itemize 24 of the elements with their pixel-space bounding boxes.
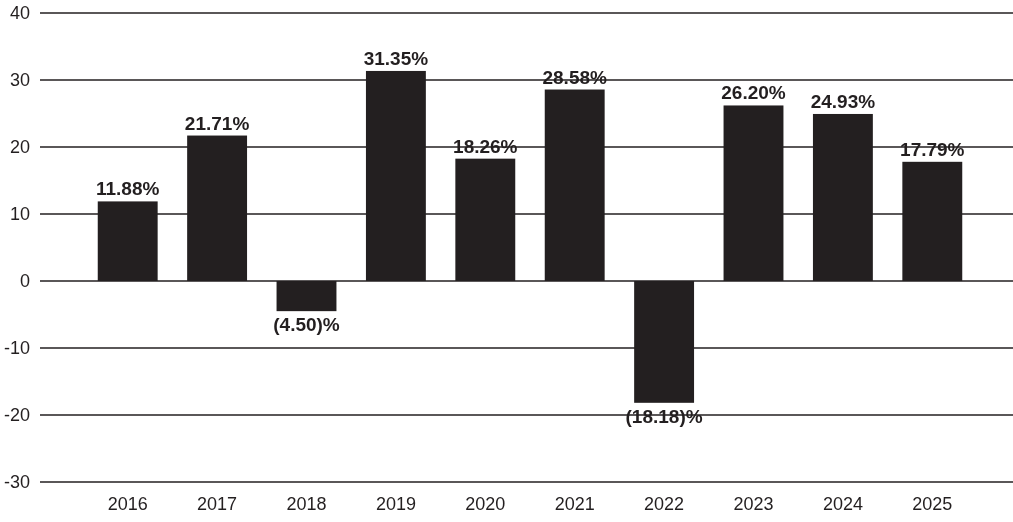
data-label: 31.35% <box>363 47 429 69</box>
y-tick-label: -30 <box>3 472 30 492</box>
y-tick-label: 30 <box>9 70 30 90</box>
y-tick-label: 0 <box>19 271 30 291</box>
x-tick-label: 2018 <box>286 494 327 514</box>
y-tick-label: -10 <box>3 338 30 358</box>
y-tick-label: 20 <box>9 137 30 157</box>
y-tick-label: -20 <box>3 405 30 425</box>
x-tick-label: 2022 <box>644 494 685 514</box>
data-label: 11.88% <box>96 178 160 200</box>
y-tick-label: 10 <box>9 204 30 224</box>
x-tick-label: 2019 <box>375 494 416 514</box>
x-tick-label: 2021 <box>554 494 595 514</box>
x-tick-label: 2024 <box>822 494 863 514</box>
data-label: 21.71% <box>184 112 250 134</box>
x-tick-label: 2016 <box>107 494 148 514</box>
x-tick-label: 2023 <box>733 494 774 514</box>
data-label: (4.50)% <box>273 314 340 336</box>
data-label: 26.20% <box>721 82 786 104</box>
x-tick-label: 2020 <box>465 494 506 514</box>
x-tick-label: 2017 <box>197 494 238 514</box>
y-tick-label: 40 <box>9 3 30 23</box>
x-tick-label: 2025 <box>912 494 953 514</box>
data-label: 24.93% <box>810 90 876 112</box>
